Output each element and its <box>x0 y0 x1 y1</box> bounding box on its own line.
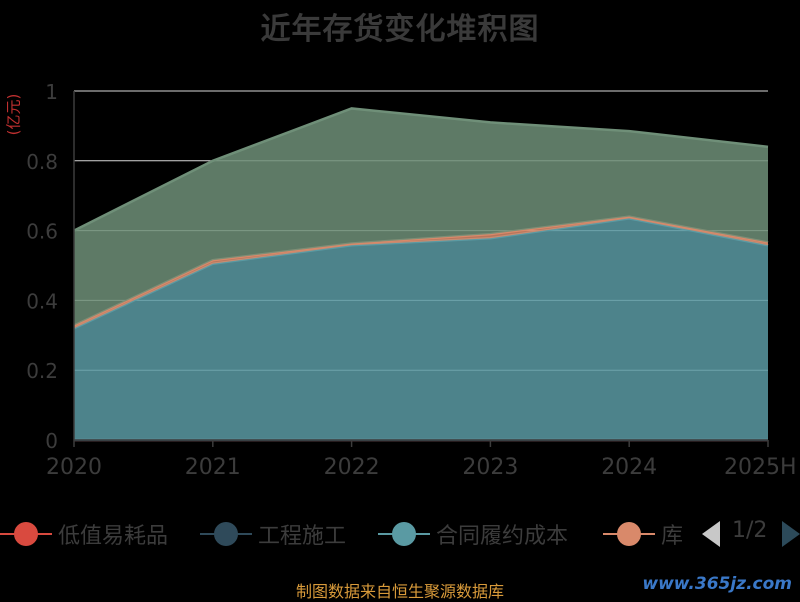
area-series-2 <box>74 218 768 440</box>
legend-symbol-icon <box>0 514 52 554</box>
y-tick-label: 0.4 <box>26 289 58 313</box>
watermark-logo: www.365jz.com <box>642 574 792 594</box>
next-page-icon[interactable] <box>782 521 800 547</box>
prev-page-icon[interactable] <box>702 521 720 547</box>
x-tick-label: 2022 <box>324 455 380 480</box>
line-series-2 <box>73 217 769 330</box>
legend-item-inventory-goods[interactable]: 库 <box>603 514 683 554</box>
legend-label: 低值易耗品 <box>58 524 169 549</box>
data-source-note: 制图数据来自恒生聚源数据库 <box>295 582 504 601</box>
x-tick-label: 2024 <box>601 455 657 480</box>
x-tick-label: 2025H <box>724 455 797 480</box>
legend-item-low-value-consumables[interactable]: 低值易耗品 <box>0 514 168 554</box>
legend-symbol-icon <box>603 514 655 554</box>
y-tick-label: 0.2 <box>26 359 58 383</box>
area-series-4 <box>74 108 768 326</box>
legend-label: 工程施工 <box>258 524 347 549</box>
y-tick-label: 0.8 <box>26 150 58 174</box>
legend-symbol-icon <box>200 514 252 554</box>
legend-label: 库 <box>661 524 684 549</box>
legend-symbol-icon <box>378 514 430 554</box>
legend-pager: 1/2 <box>700 514 800 554</box>
x-tick-label: 2020 <box>46 455 102 480</box>
y-tick-label: 0.6 <box>26 220 58 244</box>
chart-title: 近年存货变化堆积图 <box>260 12 540 47</box>
legend-item-contract-fulfillment-cost[interactable]: 合同履约成本 <box>378 514 568 554</box>
legend-item-construction-in-progress[interactable]: 工程施工 <box>200 514 346 554</box>
line-series-4 <box>73 107 769 232</box>
x-tick-label: 2021 <box>185 455 241 480</box>
legend-page-indicator: 1/2 <box>732 518 768 543</box>
y-tick-label: 0 <box>45 429 58 453</box>
legend-label: 合同履约成本 <box>436 524 569 549</box>
y-tick-label: 1 <box>45 80 58 104</box>
legend: 低值易耗品 工程施工 合同履约成本 库 1/2 <box>0 514 800 554</box>
x-tick-label: 2023 <box>462 455 518 480</box>
